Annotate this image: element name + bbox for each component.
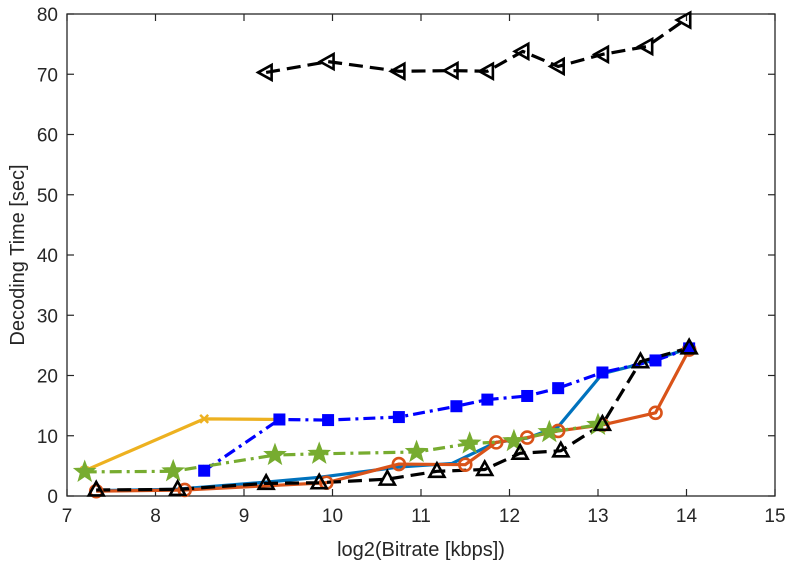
series-5-marker [502,428,526,452]
series-7-line [265,18,686,75]
series-7-marker [512,41,530,62]
y-tick-label: 30 [37,306,58,327]
series-5-marker [537,419,562,443]
series-6-marker [679,337,699,355]
series-5-marker [263,442,287,466]
series-4-marker [552,382,565,395]
series-2-marker [391,456,407,472]
x-tick-label: 13 [587,506,608,527]
series-7-marker [317,51,335,72]
series-6-marker [475,458,495,477]
series-2-marker [457,457,473,472]
y-tick-label: 80 [37,5,58,26]
series-4-marker [450,400,463,413]
series-5-marker [72,459,97,482]
series-5-marker [457,431,482,454]
y-tick-label: 40 [37,246,58,267]
marker-layer [72,10,699,499]
series-6-marker [427,460,447,479]
series-4-marker [481,393,494,406]
y-tick-label: 70 [37,65,58,86]
series-6-marker [86,479,106,497]
series-7-markers [255,10,692,83]
y-tick-label: 20 [37,367,58,388]
series-6-marker [256,472,276,491]
y-tick-label: 60 [37,126,58,147]
series-2-marker [488,435,504,450]
series-4-marker [198,464,211,477]
series-4-marker [392,411,405,424]
x-tick-label: 10 [322,506,343,527]
series-6-marker [377,468,398,486]
series-3-marker [199,413,210,424]
y-axis-label: Decoding Time [sec] [7,164,29,345]
series-7-marker [635,36,654,57]
series-4-markers [198,342,696,477]
series-6-marker [551,440,571,458]
y-tick-label: 0 [47,487,58,508]
series-7-marker [674,10,692,30]
series-6-marker [592,413,613,432]
y-tick-label: 50 [37,186,58,207]
series-2-marker [648,405,663,421]
series-4-marker [322,414,335,427]
series-6-marker [630,350,651,369]
x-tick-label: 15 [764,506,785,527]
series-6-markers [86,337,699,497]
series-7-marker [388,61,406,81]
series-7-marker [591,44,610,65]
series-5-marker [307,441,332,464]
series-5-marker [404,439,429,463]
x-tick-label: 9 [239,506,250,527]
x-tick-label: 14 [676,506,698,527]
y-tick-label: 10 [37,427,58,448]
series-4-marker [521,389,534,402]
series-6-marker [309,472,329,490]
x-tick-label: 8 [150,506,161,527]
x-tick-label: 11 [411,506,431,527]
series-7-marker [255,62,273,83]
series-7-marker [476,61,495,81]
series-4-marker [596,366,609,379]
x-tick-label: 12 [499,506,520,527]
series-4-marker [649,354,662,367]
series-5-marker [161,458,186,482]
axis-ticks: 7 8 9 10 11 12 13 14 15 0 10 20 30 40 50 60 70 80 [37,5,786,527]
plot-area [66,13,776,497]
series-7-marker [547,56,565,77]
series-7-marker [441,60,459,81]
series-4-marker [273,413,286,426]
series-6-marker [510,442,530,461]
series-6-marker [167,478,188,497]
x-axis-label: log2(Bitrate [kbps]) [337,539,505,561]
x-tick-label: 7 [62,506,73,527]
series-2-line [96,348,691,493]
